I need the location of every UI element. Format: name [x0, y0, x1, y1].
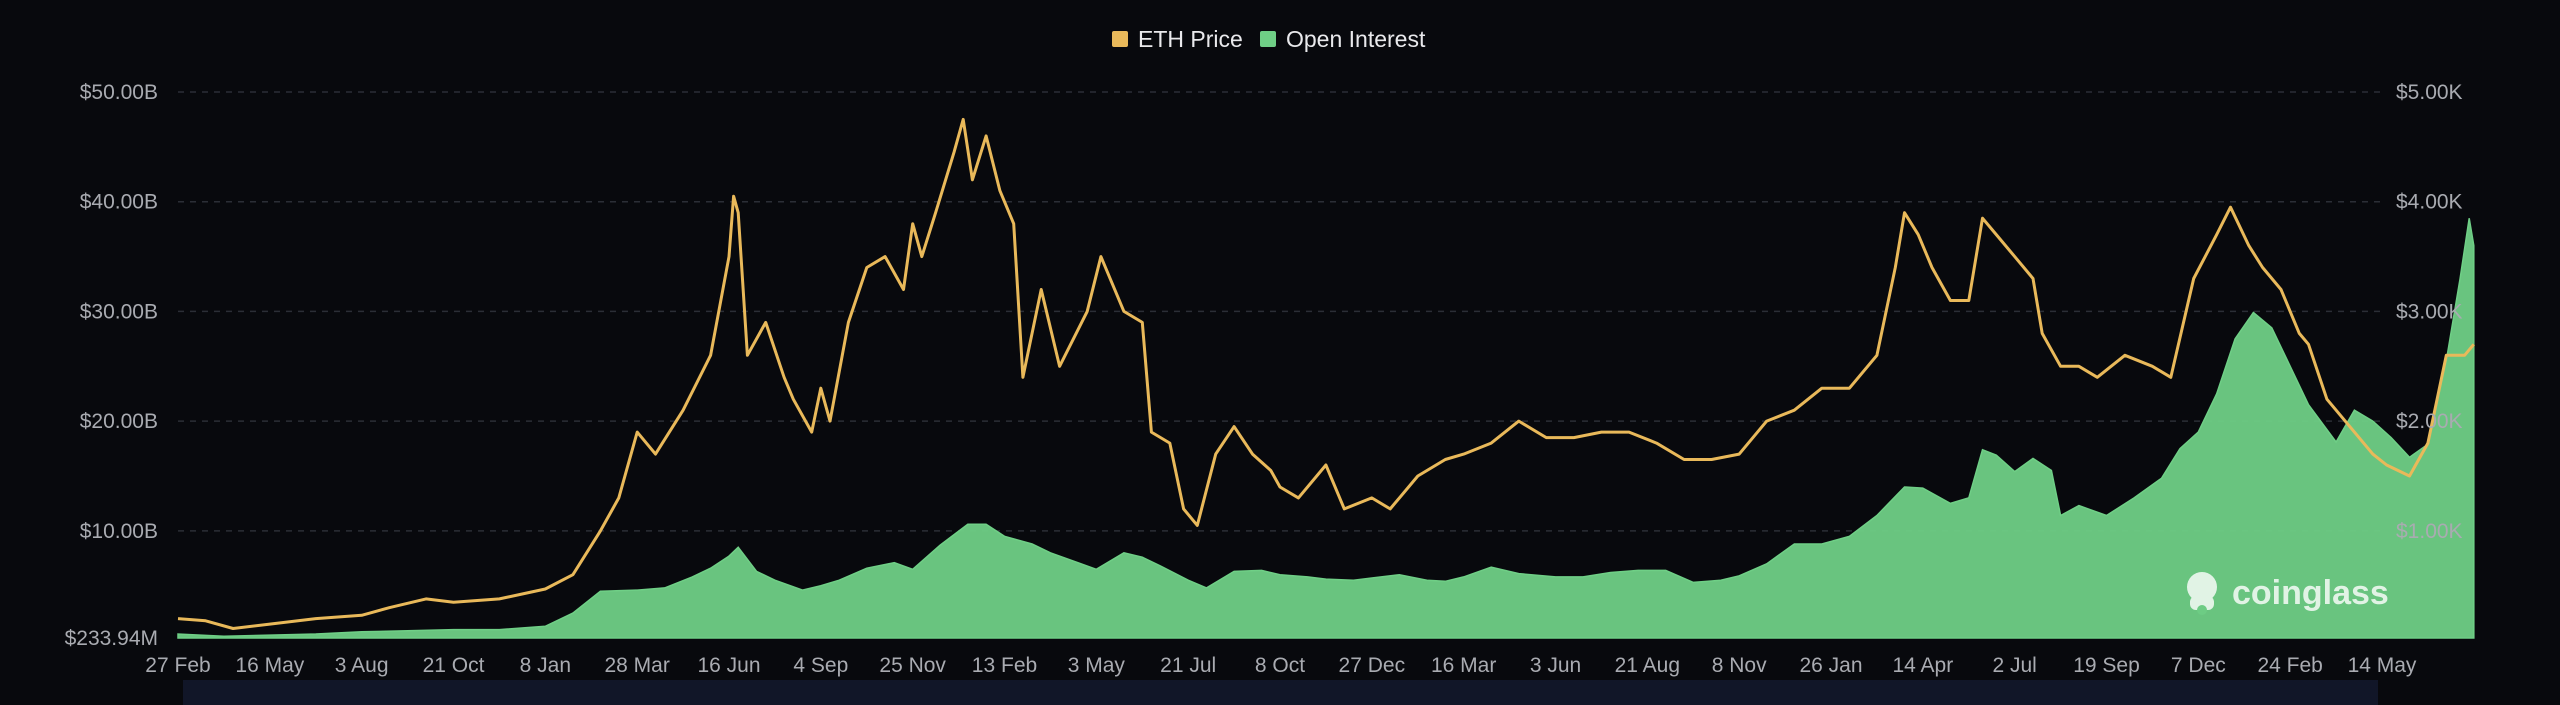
y-right-tick-label: $2.00K: [2396, 410, 2463, 433]
x-tick-label: 8 Jan: [520, 654, 571, 677]
range-scrollbar[interactable]: [183, 680, 2378, 705]
y-left-tick-label: $10.00B: [80, 520, 158, 543]
right-axis-ticks: $1.00K $2.00K $3.00K $4.00K $5.00K: [2396, 81, 2463, 543]
coinglass-watermark: coinglass: [2187, 572, 2389, 615]
x-tick-label: 13 Feb: [972, 654, 1037, 677]
x-tick-label: 24 Feb: [2257, 654, 2322, 677]
x-tick-label: 25 Nov: [879, 654, 946, 677]
watermark-text: coinglass: [2232, 574, 2389, 612]
y-left-tick-label: $50.00B: [80, 81, 158, 104]
open-interest-area-layer: [177, 218, 2475, 639]
x-tick-label: 21 Oct: [423, 654, 485, 677]
left-axis-ticks: $233.94M $10.00B $20.00B $30.00B $40.00B $50.…: [65, 81, 158, 650]
legend-label-open-interest[interactable]: Open Interest: [1286, 26, 1426, 52]
x-tick-label: 16 Mar: [1431, 654, 1496, 677]
x-tick-label: 16 May: [235, 654, 304, 677]
y-left-tick-label: $40.00B: [80, 191, 158, 214]
x-tick-label: 2 Jul: [1992, 654, 2036, 677]
x-tick-label: 4 Sep: [793, 654, 848, 677]
x-axis-ticks: 27 Feb 16 May 3 Aug 21 Oct 8 Jan 28 Mar 16 Jun…: [145, 654, 2417, 677]
legend-swatch-eth-price: [1112, 31, 1128, 47]
series-open-interest-area: [177, 218, 2475, 639]
y-left-tick-label: $30.00B: [80, 300, 158, 323]
series-eth-price-line: [177, 117, 2475, 630]
x-tick-label: 26 Jan: [1799, 654, 1862, 677]
x-tick-label: 27 Feb: [145, 654, 210, 677]
y-left-tick-label: $20.00B: [80, 410, 158, 433]
x-tick-label: 27 Dec: [1339, 654, 1406, 677]
x-tick-label: 8 Nov: [1712, 654, 1767, 677]
legend[interactable]: ETH Price Open Interest: [1112, 26, 1426, 52]
legend-label-eth-price[interactable]: ETH Price: [1138, 26, 1243, 52]
x-tick-label: 21 Jul: [1160, 654, 1216, 677]
x-tick-label: 28 Mar: [604, 654, 669, 677]
x-tick-label: 14 Apr: [1892, 654, 1953, 677]
y-right-tick-label: $1.00K: [2396, 520, 2463, 543]
y-right-tick-label: $5.00K: [2396, 81, 2463, 104]
coinglass-logo-icon: [2187, 572, 2217, 615]
y-right-tick-label: $3.00K: [2396, 300, 2463, 323]
legend-swatch-open-interest: [1260, 31, 1276, 47]
x-tick-label: 3 Jun: [1530, 654, 1581, 677]
x-tick-label: 7 Dec: [2171, 654, 2226, 677]
x-tick-label: 19 Sep: [2073, 654, 2140, 677]
y-left-tick-label: $233.94M: [65, 627, 158, 650]
x-tick-label: 3 May: [1068, 654, 1126, 677]
x-tick-label: 8 Oct: [1255, 654, 1305, 677]
x-tick-label: 21 Aug: [1615, 654, 1680, 677]
y-right-tick-label: $4.00K: [2396, 191, 2463, 214]
x-tick-label: 3 Aug: [335, 654, 389, 677]
x-tick-label: 16 Jun: [697, 654, 760, 677]
x-tick-label: 14 May: [2348, 654, 2417, 677]
eth-price-line-layer: [177, 117, 2475, 630]
